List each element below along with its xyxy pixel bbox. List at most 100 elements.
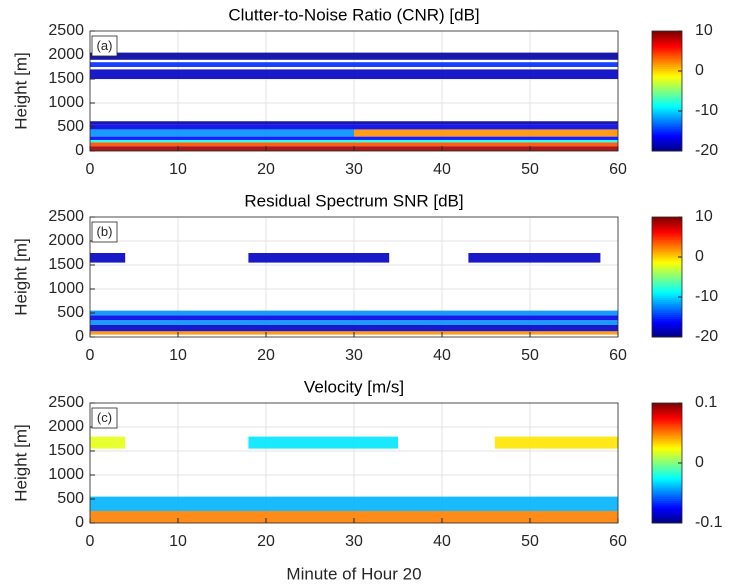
colorbar-stripe <box>652 115 682 118</box>
colorbar-stripe <box>652 262 682 265</box>
colorbar-stripe <box>652 128 682 131</box>
y-axis-label: Height [m] <box>11 424 30 501</box>
heatmap-cell <box>90 436 126 449</box>
x-tick-label: 40 <box>433 533 451 550</box>
colorbar-stripe <box>652 263 682 267</box>
colorbar-stripe <box>652 414 682 417</box>
heatmap-cell <box>90 62 618 67</box>
y-tick-label: 1500 <box>48 70 84 87</box>
colorbar-stripe <box>652 136 682 139</box>
colorbar-stripe <box>652 232 682 235</box>
colorbar-stripe <box>652 487 682 490</box>
panel-label: (a) <box>97 38 113 53</box>
colorbar-stripe <box>652 468 682 471</box>
panel-label-box <box>91 407 118 429</box>
colorbar-stripe <box>652 275 682 278</box>
colorbar-stripe <box>652 141 682 144</box>
colorbar-stripe <box>652 278 682 282</box>
colorbar-tick-label: 0 <box>695 248 704 265</box>
colorbar-stripe <box>652 461 682 464</box>
colorbar-stripe <box>652 98 682 101</box>
colorbar-stripe <box>652 297 682 300</box>
colorbar-stripe <box>652 293 682 297</box>
x-tick-label: 20 <box>257 161 275 178</box>
colorbar-frame <box>651 30 683 152</box>
colorbar-stripe <box>652 106 682 109</box>
heatmap-cell <box>90 124 618 130</box>
colorbar-stripe <box>652 220 682 224</box>
y-tick-label: 500 <box>57 490 84 507</box>
colorbar-stripe <box>652 310 682 314</box>
y-tick-label: 2500 <box>48 208 84 225</box>
colorbar-stripe <box>652 139 682 143</box>
colorbar-stripe <box>652 451 682 455</box>
colorbar-stripe <box>652 59 682 62</box>
colorbar-stripe <box>652 331 682 334</box>
colorbar-stripe <box>652 444 682 447</box>
colorbar-stripe <box>652 466 682 470</box>
colorbar-stripe <box>652 100 682 103</box>
colorbar-stripe <box>652 284 682 287</box>
colorbar-stripe <box>652 124 682 128</box>
colorbar-stripe <box>652 431 682 434</box>
colorbar-stripe <box>652 418 682 421</box>
colorbar-stripe <box>652 500 682 503</box>
heatmap-cell <box>494 436 618 449</box>
heatmap-cell <box>248 436 398 449</box>
colorbar-stripe <box>652 122 682 126</box>
colorbar-stripe <box>652 252 682 255</box>
x-tick-label: 60 <box>609 533 627 550</box>
colorbar-stripe <box>652 303 682 306</box>
colorbar-stripe <box>652 286 682 289</box>
colorbar-stripe <box>652 32 682 36</box>
heatmap-cell <box>90 142 618 147</box>
colorbar-stripe <box>652 137 682 141</box>
colorbar-stripe <box>652 436 682 440</box>
colorbar-stripe <box>652 149 682 152</box>
colorbar-stripe <box>652 485 682 488</box>
y-axis-label: Height [m] <box>11 238 30 315</box>
colorbar-stripe <box>652 230 682 233</box>
colorbar-stripe <box>652 320 682 323</box>
heatmap-cell <box>90 511 618 523</box>
colorbar-stripe <box>652 498 682 501</box>
colorbar-stripe <box>652 217 682 220</box>
colorbar-stripe <box>652 312 682 315</box>
colorbar-stripe <box>652 77 682 81</box>
colorbar-stripe <box>652 509 682 513</box>
colorbar-stripe <box>652 104 682 107</box>
x-tick-label: 10 <box>169 533 187 550</box>
colorbar-stripe <box>652 478 682 481</box>
colorbar-stripe <box>652 282 682 285</box>
colorbar-stripe <box>652 491 682 494</box>
colorbar-stripe <box>652 89 682 92</box>
colorbar-stripe <box>652 79 682 83</box>
chart-title: Clutter-to-Noise Ratio (CNR) [dB] <box>228 5 479 24</box>
colorbar-stripe <box>652 51 682 54</box>
x-tick-label: 30 <box>345 533 363 550</box>
x-tick-label: 0 <box>86 533 95 550</box>
colorbar-stripe <box>652 325 682 329</box>
panel-label-box <box>91 35 118 57</box>
x-tick-label: 30 <box>345 347 363 364</box>
colorbar-stripe <box>652 301 682 304</box>
colorbar-stripe <box>652 333 682 336</box>
colorbar-stripe <box>652 260 682 263</box>
colorbar-stripe <box>652 119 682 122</box>
x-tick-label: 0 <box>86 161 95 178</box>
y-tick-label: 500 <box>57 304 84 321</box>
colorbar-stripe <box>652 496 682 500</box>
colorbar-stripe <box>652 403 682 406</box>
colorbar-stripe <box>652 493 682 496</box>
colorbar-stripe <box>652 130 682 133</box>
heatmap-cell <box>90 129 354 137</box>
colorbar-stripe <box>652 47 682 51</box>
colorbar-stripe <box>652 76 682 79</box>
colorbar-stripe <box>652 521 682 524</box>
colorbar-stripe <box>652 111 682 114</box>
x-tick-label: 40 <box>433 161 451 178</box>
colorbar-stripe <box>652 463 682 466</box>
colorbar-stripe <box>652 316 682 319</box>
colorbar-stripe <box>652 53 682 56</box>
colorbar-tick-label: -20 <box>695 328 718 345</box>
